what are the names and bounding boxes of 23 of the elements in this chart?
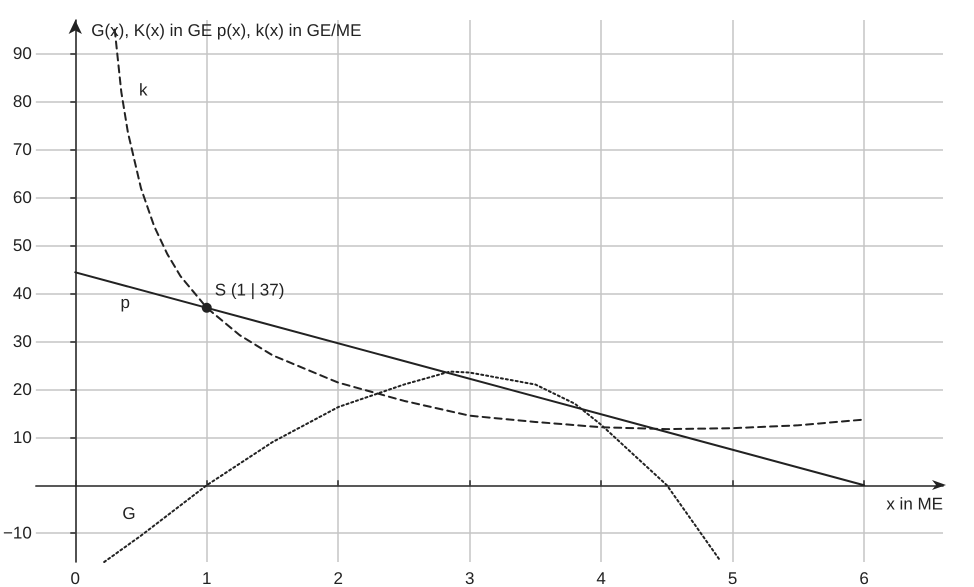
y-tick-label: 60 <box>12 188 32 207</box>
y-axis-title: G(x), K(x) in GE p(x), k(x) in GE/ME <box>91 21 362 40</box>
y-tick-label: 90 <box>12 44 32 64</box>
x-tick-label: 5 <box>728 569 738 587</box>
y-tick-label: 10 <box>12 428 32 447</box>
annotation: S (1 | 37) <box>214 280 284 300</box>
y-tick-label: −10 <box>2 524 32 543</box>
x-tick-label: 3 <box>464 569 474 587</box>
x-tick-label: 4 <box>596 569 606 587</box>
y-tick-label: 30 <box>12 332 32 351</box>
series-label: p <box>120 292 130 312</box>
x-tick-label: 0 <box>70 569 80 587</box>
x-tick-label: 6 <box>859 569 869 587</box>
x-axis-title: x in ME <box>886 494 943 514</box>
series-label: G <box>122 504 136 524</box>
y-tick-label: 20 <box>12 380 32 399</box>
x-tick-label: 2 <box>333 569 343 587</box>
y-tick-label: 80 <box>12 92 32 112</box>
series-label: k <box>139 80 148 100</box>
y-tick-label: 50 <box>12 236 32 255</box>
y-tick-label: 40 <box>12 284 32 303</box>
y-tick-label: 70 <box>12 140 32 160</box>
x-tick-label: 1 <box>202 569 212 587</box>
